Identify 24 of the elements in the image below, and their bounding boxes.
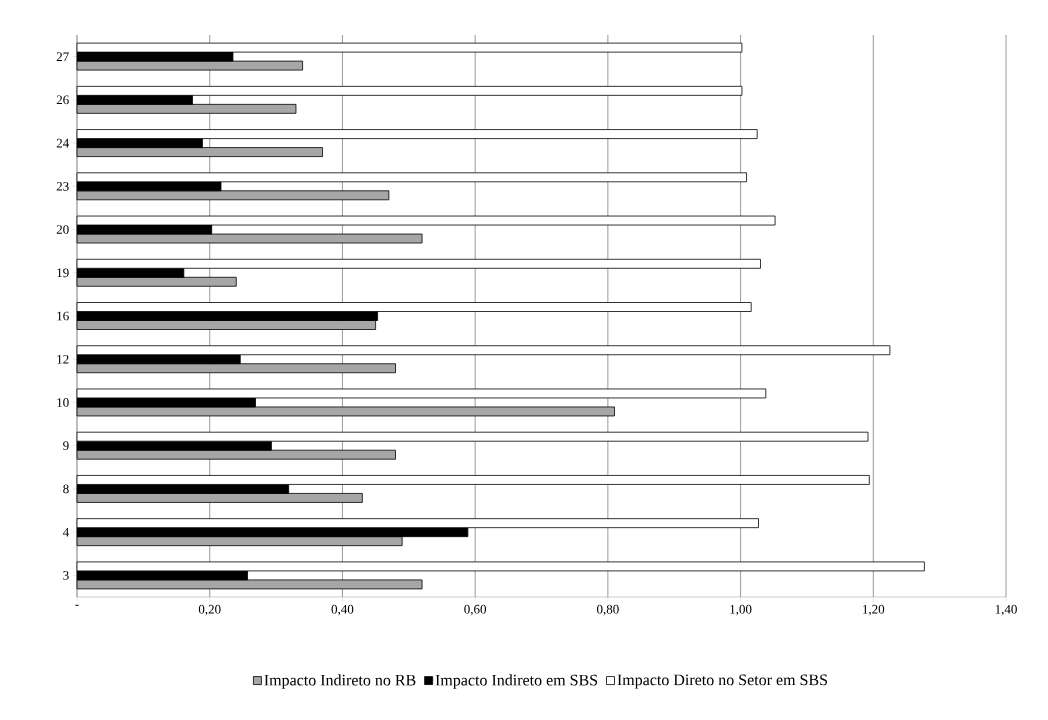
x-tick-label: 0,60 [464,604,487,616]
y-tick-label: 4 [62,527,70,537]
y-tick-label: 27 [56,52,69,61]
x-tick-label: 1,20 [863,604,885,616]
y-tick-label: 16 [57,311,69,321]
y-tick-label: 24 [56,138,70,148]
legend-label: Impacto Indireto em SBS [435,674,598,689]
y-tick-label: 3 [63,571,69,580]
y-tick-label: 26 [56,95,69,105]
x-tick-label: - [75,604,79,606]
x-tick-label: 0,40 [331,604,354,616]
x-tick-label: 1,00 [730,604,752,616]
legend-label: Impacto Direto no Setor em SBS [617,674,828,689]
y-tick-label: 20 [56,225,69,234]
x-tick-label: 1,40 [995,604,1017,616]
y-tick-label: 10 [57,398,69,407]
y-tick-label: 9 [63,441,69,451]
x-tick-label: 0,20 [198,604,221,616]
y-tick-label: 19 [57,268,69,278]
x-tick-label: 0,80 [596,604,619,616]
y-tick-label: 8 [63,484,69,494]
y-tick-label: 23 [56,181,69,191]
legend-label: Impacto Indireto no RB [264,674,416,689]
y-tick-label: 12 [57,354,69,364]
